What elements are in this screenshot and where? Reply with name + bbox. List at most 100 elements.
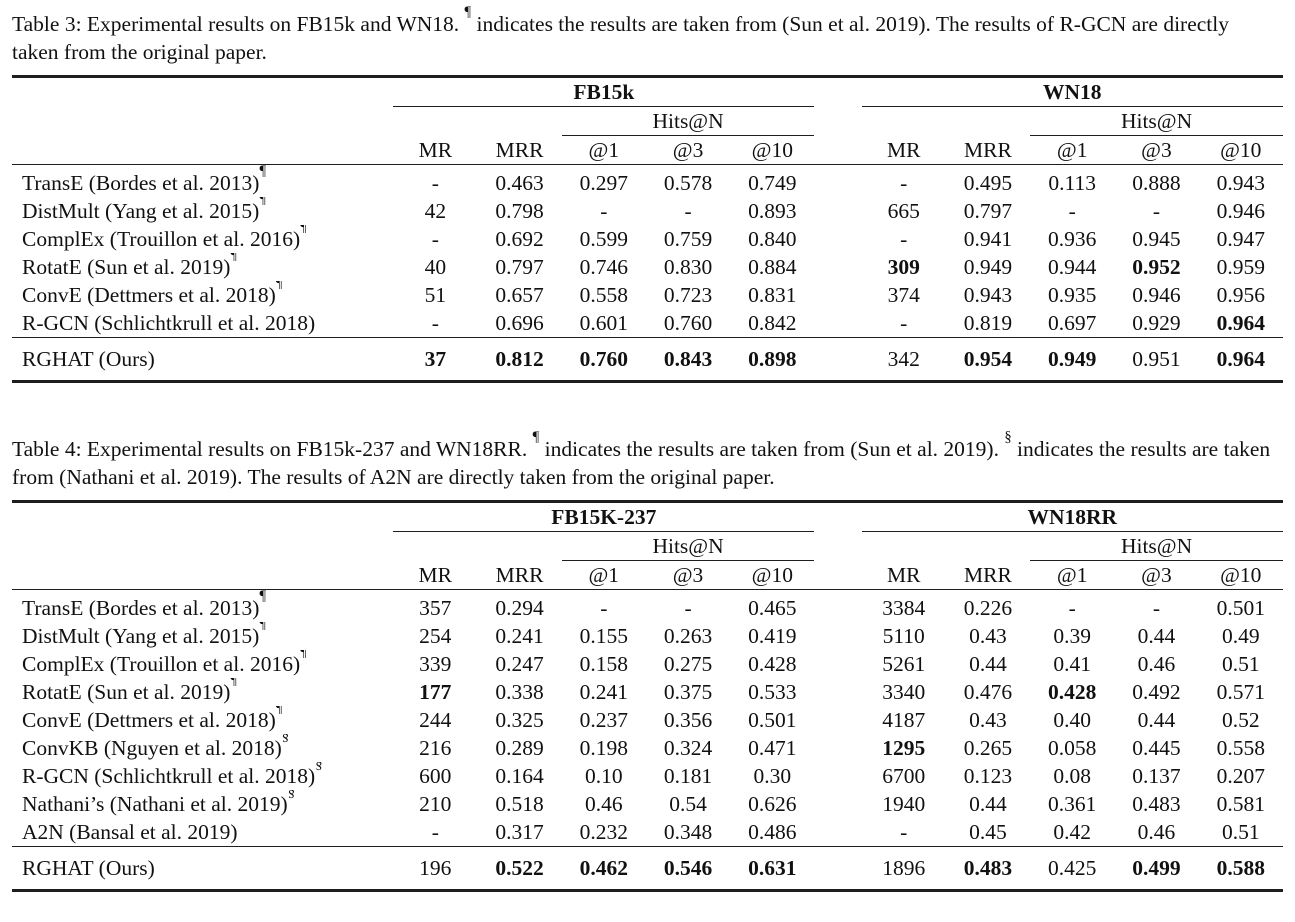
metric-value: 0.338 xyxy=(495,680,544,704)
result-row: RotatE (Sun et al. 2019)¶ 177 0.338 0.241 0.… xyxy=(12,678,1283,706)
metric-value: 177 xyxy=(419,680,452,704)
header-corner xyxy=(12,107,393,136)
metric-value: - xyxy=(1152,199,1161,223)
result-row: TransE (Bordes et al. 2013)¶ 357 0.294 - - 0.… xyxy=(12,590,1283,623)
metric-value: 0.317 xyxy=(495,820,544,844)
metric-value: 0.51 xyxy=(1221,652,1260,676)
metric-value: 0.348 xyxy=(663,820,713,844)
metric-value: 0.428 xyxy=(748,652,797,676)
col-hits1: @1 xyxy=(561,560,646,590)
model-label: TransE (Bordes et al. 2013)¶ xyxy=(22,589,267,621)
footnote-marker: ¶ xyxy=(300,225,307,236)
metric-value: 0.797 xyxy=(495,255,544,279)
metric-value: 210 xyxy=(419,792,452,816)
metric-value: 42 xyxy=(424,199,447,223)
metric-value: 0.158 xyxy=(579,652,628,676)
model-label: R-GCN (Schlichtkrull et al. 2018) xyxy=(22,311,316,335)
metric-value: 0.324 xyxy=(663,736,713,760)
metric-value: 254 xyxy=(419,624,452,648)
col-mr: MR xyxy=(393,560,478,590)
column-gap xyxy=(814,253,861,281)
footnote-marker: ¶ xyxy=(259,197,266,208)
col-mrr: MRR xyxy=(477,560,562,590)
header-blank xyxy=(862,107,1031,136)
metric-value: 0.692 xyxy=(495,227,544,251)
metric-value: 0.501 xyxy=(748,708,797,732)
metric-value: 0.533 xyxy=(748,680,797,704)
metric-value: 0.760 xyxy=(561,337,646,382)
model-label: RGHAT (Ours) xyxy=(12,846,394,891)
header-blank xyxy=(393,107,562,136)
metric-value: 0.893 xyxy=(748,199,797,223)
column-gap xyxy=(814,197,861,225)
metric-value: 357 xyxy=(419,596,452,620)
footnote-marker: § xyxy=(287,790,295,801)
footnote-marker: ¶ xyxy=(230,678,238,689)
metric-value: 0.123 xyxy=(963,764,1013,788)
metric-value: 0.45 xyxy=(969,820,1007,844)
pilcrow-footnote-marker: ¶ xyxy=(464,4,472,21)
column-gap xyxy=(814,560,862,590)
metric-value: 0.954 xyxy=(945,337,1031,382)
metric-value: - xyxy=(900,171,908,195)
metric-value: 0.884 xyxy=(748,255,797,279)
table4-hits-row: Hits@N Hits@N xyxy=(12,531,1283,561)
metric-value: 216 xyxy=(419,736,452,760)
metric-value: 0.297 xyxy=(579,171,628,195)
metric-value: 0.486 xyxy=(748,820,797,844)
metric-value: 0.558 xyxy=(579,283,628,307)
section-footnote-marker: § xyxy=(1004,429,1012,446)
column-gap xyxy=(814,790,861,818)
metric-value: 0.522 xyxy=(477,846,562,891)
metric-value: 0.944 xyxy=(1048,255,1097,279)
metric-value: 0.10 xyxy=(584,764,623,788)
footnote-marker: ¶ xyxy=(275,706,283,717)
metric-value: - xyxy=(900,227,908,251)
metric-value: 1295 xyxy=(882,736,926,760)
metric-value: 0.113 xyxy=(1048,171,1096,195)
footnote-marker: ¶ xyxy=(259,589,267,605)
col-mr: MR xyxy=(393,135,478,165)
metric-value: 0.49 xyxy=(1221,624,1260,648)
metric-value: 0.181 xyxy=(663,764,713,788)
model-label: DistMult (Yang et al. 2015)¶ xyxy=(12,622,393,650)
metric-value: 0.951 xyxy=(1114,337,1199,382)
metric-value: 0.471 xyxy=(748,736,797,760)
metric-value: 1896 xyxy=(861,846,946,891)
metric-value: 0.232 xyxy=(579,820,628,844)
metric-value: 0.46 xyxy=(584,792,623,816)
metric-value: 0.155 xyxy=(579,624,628,648)
metric-value: 0.40 xyxy=(1053,708,1092,732)
table3-group-wn18: WN18 xyxy=(861,76,1283,107)
metric-value: 3340 xyxy=(882,680,926,704)
footnote-marker: ¶ xyxy=(259,164,267,180)
table3-hits-label-left: Hits@N xyxy=(561,106,815,136)
metric-value: 0.518 xyxy=(495,792,544,816)
metric-value: 37 xyxy=(393,337,478,382)
metric-value: 0.943 xyxy=(1216,171,1265,195)
metric-value: 0.830 xyxy=(663,255,713,279)
metric-value: 0.797 xyxy=(963,199,1013,223)
metric-value: 40 xyxy=(424,255,447,279)
model-label: RotatE (Sun et al. 2019)¶ xyxy=(12,678,393,706)
metric-value: - xyxy=(431,227,439,251)
metric-value: 3384 xyxy=(882,596,926,620)
table3-caption: Table 3: Experimental results on FB15k a… xyxy=(12,5,1280,66)
metric-value: 0.819 xyxy=(963,311,1013,335)
footnote-marker: ¶ xyxy=(230,253,238,264)
metric-value: 0.840 xyxy=(748,227,797,251)
metric-value: 339 xyxy=(419,652,452,676)
col-hits1: @1 xyxy=(561,135,646,165)
metric-value: 0.626 xyxy=(748,792,797,816)
column-gap xyxy=(814,225,861,253)
column-gap xyxy=(814,337,862,382)
col-hits10: @10 xyxy=(1198,560,1283,590)
metric-value: 665 xyxy=(887,199,920,223)
result-row: R-GCN (Schlichtkrull et al. 2018) - 0.696 0… xyxy=(12,309,1283,338)
column-gap xyxy=(814,678,861,706)
metric-value: 0.44 xyxy=(1137,708,1176,732)
metric-value: 0.798 xyxy=(495,199,544,223)
column-gap xyxy=(814,135,862,165)
result-row: ComplEx (Trouillon et al. 2016)¶ 339 0.247… xyxy=(12,650,1283,678)
column-gap xyxy=(814,590,861,623)
